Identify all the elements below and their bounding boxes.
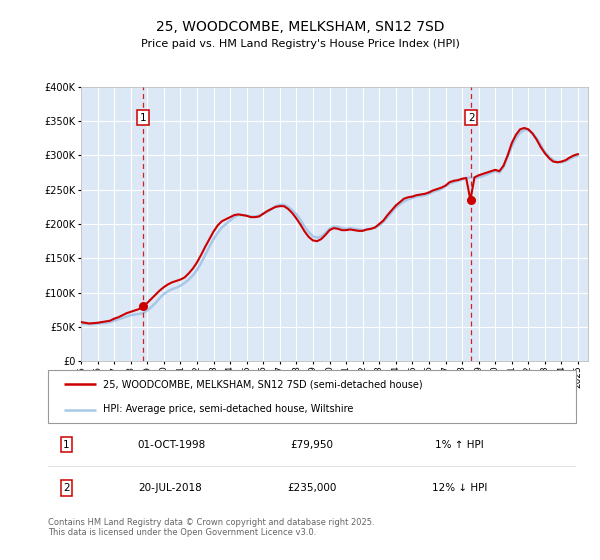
Text: 20-JUL-2018: 20-JUL-2018 — [138, 483, 202, 493]
Text: 01-OCT-1998: 01-OCT-1998 — [138, 440, 206, 450]
Text: £79,950: £79,950 — [290, 440, 334, 450]
Text: 2: 2 — [468, 113, 475, 123]
Text: 1: 1 — [63, 440, 70, 450]
Text: 1% ↑ HPI: 1% ↑ HPI — [436, 440, 484, 450]
Text: £235,000: £235,000 — [287, 483, 337, 493]
Text: 12% ↓ HPI: 12% ↓ HPI — [432, 483, 488, 493]
Text: Contains HM Land Registry data © Crown copyright and database right 2025.
This d: Contains HM Land Registry data © Crown c… — [48, 518, 374, 538]
FancyBboxPatch shape — [48, 370, 576, 423]
Text: 25, WOODCOMBE, MELKSHAM, SN12 7SD (semi-detached house): 25, WOODCOMBE, MELKSHAM, SN12 7SD (semi-… — [103, 380, 423, 390]
Text: HPI: Average price, semi-detached house, Wiltshire: HPI: Average price, semi-detached house,… — [103, 404, 354, 414]
Text: 25, WOODCOMBE, MELKSHAM, SN12 7SD: 25, WOODCOMBE, MELKSHAM, SN12 7SD — [156, 20, 444, 34]
Text: Price paid vs. HM Land Registry's House Price Index (HPI): Price paid vs. HM Land Registry's House … — [140, 39, 460, 49]
Text: 2: 2 — [63, 483, 70, 493]
Text: 1: 1 — [140, 113, 146, 123]
